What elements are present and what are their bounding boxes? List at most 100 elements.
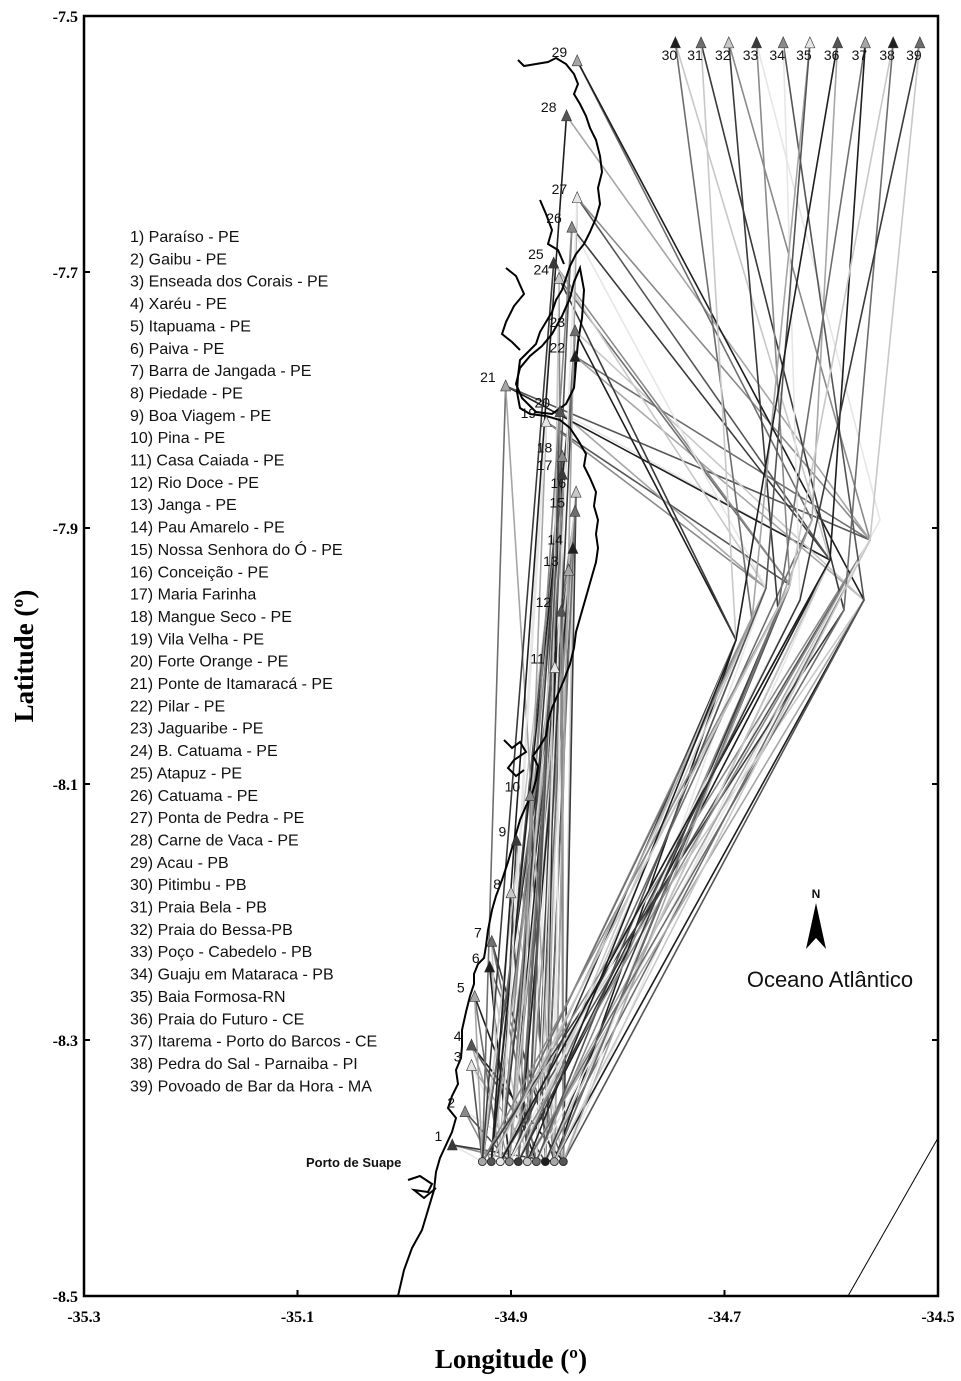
site-number-label: 13 (543, 553, 559, 569)
site-number-label: 39 (906, 47, 922, 63)
site-marker (566, 220, 578, 233)
legend-item: 15) Nossa Senhora do Ó - PE (130, 540, 343, 559)
site-marker (524, 788, 536, 801)
route-line (535, 42, 811, 1162)
site-marker (887, 36, 899, 49)
port-label: Porto de Suape (306, 1155, 401, 1170)
route-line (544, 278, 560, 1162)
route-line (553, 42, 921, 1162)
route-line (490, 115, 568, 1162)
legend-item: 20) Forte Orange - PE (130, 654, 288, 671)
legend-item: 31) Praia Bela - PB (130, 900, 267, 917)
route-line (517, 511, 576, 1162)
site-number-label: 26 (546, 210, 562, 226)
itamaraca-island (514, 264, 586, 416)
site-number-label: 1 (434, 1128, 442, 1144)
estuary-channel (500, 199, 565, 351)
north-arrow: N (806, 887, 826, 949)
site-marker (563, 563, 575, 576)
site-number-label: 14 (547, 531, 563, 547)
site-marker (569, 349, 581, 362)
legend-item: 13) Janga - PE (130, 497, 237, 514)
site-number-label: 23 (549, 314, 565, 330)
legend-item: 24) B. Catuama - PE (130, 743, 278, 760)
y-tick-label: -7.7 (53, 265, 78, 282)
site-number-label: 9 (499, 823, 507, 839)
site-marker (553, 271, 565, 284)
y-tick-label: -7.9 (53, 521, 78, 538)
legend-item: 38) Pedra do Sal - Parnaiba - PI (130, 1056, 358, 1073)
site-marker (548, 256, 560, 269)
site-marker (569, 504, 581, 517)
y-tick-label: -8.5 (53, 1289, 78, 1306)
site-number-label: 10 (505, 779, 521, 795)
site-marker (570, 485, 582, 498)
site-marker (571, 191, 583, 204)
legend-item: 5) Itapuama - PE (130, 318, 251, 335)
site-marker (567, 541, 579, 554)
north-label: N (812, 887, 821, 901)
site-marker (549, 660, 561, 673)
legend-item: 12) Rio Doce - PE (130, 475, 259, 492)
coastline (397, 56, 939, 1297)
legend-item: 29) Acau - PB (130, 855, 229, 872)
ocean-label: Oceano Atlântico (747, 967, 913, 992)
x-tick-label: -35.1 (281, 1309, 314, 1326)
legend-item: 21) Ponte de Itamaracá - PE (130, 676, 333, 693)
port-marker (504, 1157, 514, 1166)
site-number-label: 4 (454, 1028, 462, 1044)
legend-item: 19) Vila Velha - PE (130, 631, 264, 648)
legend-item: 37) Itarema - Porto do Barcos - CE (130, 1034, 377, 1051)
site-legend: 1) Paraíso - PE 2) Gaibu - PE 3) Enseada d… (130, 229, 377, 1095)
route-line (544, 492, 577, 1162)
site-number-label: 28 (541, 99, 557, 115)
site-number-label: 20 (535, 395, 551, 411)
site-number-label: 30 (662, 47, 678, 63)
legend-item: 3) Enseada dos Corais - PE (130, 274, 328, 291)
y-tick-label: -8.1 (53, 777, 78, 794)
site-marker (571, 54, 583, 67)
site-number-label: 32 (715, 47, 731, 63)
site-markers: 1234567891011121314151617181920212223242… (434, 36, 926, 1151)
route-line (481, 385, 507, 1162)
x-tick-label: -34.9 (494, 1309, 527, 1326)
site-marker (695, 36, 707, 49)
site-number-label: 2 (447, 1095, 455, 1111)
route-line (553, 42, 867, 1162)
legend-item: 35) Baia Formosa-RN (130, 989, 286, 1006)
legend-item: 36) Praia do Futuro - CE (130, 1011, 304, 1028)
route-line (490, 941, 502, 1162)
site-marker (459, 1104, 471, 1117)
mainland-coast (397, 56, 604, 1297)
site-number-label: 27 (552, 181, 568, 197)
site-number-label: 33 (743, 47, 759, 63)
site-marker (466, 1038, 477, 1051)
site-marker (554, 404, 566, 417)
site-marker (510, 833, 522, 846)
site-marker (832, 36, 844, 49)
route-lines (451, 42, 921, 1163)
port-marker (522, 1157, 532, 1166)
site-number-label: 25 (528, 246, 544, 262)
site-marker (751, 36, 762, 49)
legend-item: 27) Ponta de Pedra - PE (130, 810, 304, 827)
legend-item: 8) Piedade - PE (130, 385, 243, 402)
site-number-label: 18 (537, 439, 553, 455)
legend-item: 34) Guaju em Mataraca - PB (130, 967, 334, 984)
route-line (451, 1144, 483, 1163)
legend-item: 30) Pitimbu - PB (130, 877, 246, 894)
legend-item: 33) Poço - Cabedelo - PB (130, 944, 312, 961)
y-tick-label: -8.3 (53, 1033, 78, 1050)
site-marker (561, 109, 572, 122)
site-number-label: 24 (533, 261, 549, 277)
site-marker (486, 934, 498, 947)
site-number-label: 3 (454, 1049, 462, 1065)
route-line (526, 227, 573, 1162)
port-marker (486, 1157, 496, 1166)
legend-item: 18) Mangue Seco - PE (130, 609, 292, 626)
site-number-label: 7 (474, 924, 482, 940)
legend-item: 17) Maria Farinha (130, 587, 256, 604)
port-marker (540, 1157, 550, 1166)
site-marker (446, 1138, 458, 1151)
